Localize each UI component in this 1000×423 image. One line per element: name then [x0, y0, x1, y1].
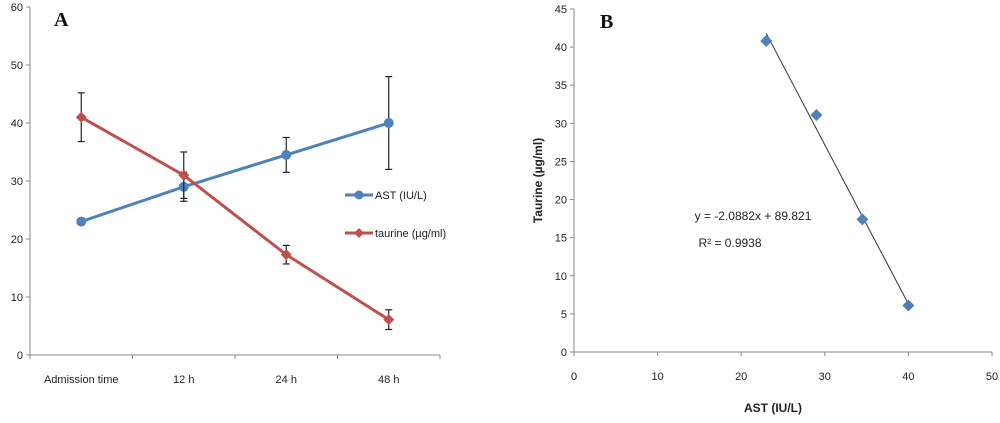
data-point	[856, 213, 869, 226]
y-tick-label: 5	[561, 309, 567, 321]
x-tick-label: 20	[735, 371, 747, 383]
data-point	[76, 216, 87, 227]
y-tick-label: 50	[11, 60, 23, 72]
y-tick-label: 25	[555, 156, 567, 168]
panel-b: 0 5 10 15 20 25 30 35 40 45 0 10 20 30 40 50 AST (IU/L) T…	[531, 4, 998, 415]
legend-label: taurine (µg/ml)	[375, 228, 446, 240]
panel-label: B	[600, 11, 613, 33]
y-tick-label: 30	[11, 176, 23, 188]
legend-label: AST (IU/L)	[375, 190, 427, 202]
x-tick-label: 48 h	[378, 374, 399, 386]
data-point	[383, 118, 394, 128]
legend-swatch-marker	[354, 190, 364, 200]
x-tick-label: Admission time	[44, 374, 119, 386]
trendline	[765, 33, 909, 305]
y-tick-label: 10	[555, 271, 567, 283]
y-tick-label: 0	[561, 347, 567, 359]
y-tick-label: 40	[555, 42, 567, 54]
y-tick-label: 40	[11, 118, 23, 130]
panel-a: 0 10 20 30 40 50 60 Admission time 12 h 24 h 48 h A…	[11, 2, 446, 386]
y-axis-title: Taurine (µg/ml)	[531, 138, 545, 223]
data-point	[75, 111, 87, 123]
y-tick-label: 35	[555, 80, 567, 92]
series-line	[80, 121, 390, 224]
x-tick-label: 30	[819, 371, 831, 383]
legend-swatch-marker	[354, 228, 364, 238]
x-tick-label: 0	[571, 371, 577, 383]
y-tick-label: 60	[11, 2, 23, 14]
data-point	[280, 249, 292, 261]
y-tick-label: 30	[555, 118, 567, 130]
x-tick-label: 40	[902, 371, 914, 383]
data-point	[902, 299, 915, 312]
y-tick-label: 45	[555, 4, 567, 16]
x-tick-label: 50	[986, 371, 998, 383]
trendline-equation: y = -2.0882x + 89.821	[695, 209, 812, 223]
panel-label: A	[54, 9, 69, 31]
x-tick-label: 10	[651, 371, 663, 383]
y-tick-label: 0	[17, 350, 23, 362]
x-axis-title: AST (IU/L)	[744, 401, 802, 415]
y-tick-label: 15	[555, 233, 567, 245]
r-squared-label: R² = 0.9938	[698, 236, 761, 250]
data-point	[810, 108, 823, 121]
series-line	[80, 115, 390, 321]
x-tick-label: 24 h	[276, 374, 297, 386]
data-point	[383, 314, 395, 326]
y-tick-label: 10	[11, 292, 23, 304]
y-tick-label: 20	[11, 234, 23, 246]
y-tick-label: 20	[555, 195, 567, 207]
data-point	[760, 35, 773, 48]
data-point	[281, 149, 292, 160]
x-tick-label: 12 h	[173, 374, 194, 386]
data-point	[178, 169, 190, 181]
